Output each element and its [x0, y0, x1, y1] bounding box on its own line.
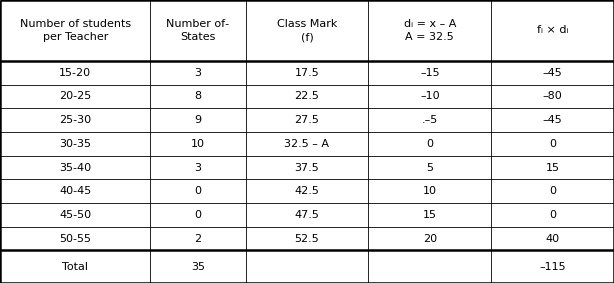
Text: 0: 0: [549, 210, 556, 220]
Text: 40: 40: [545, 233, 560, 244]
Text: –15: –15: [420, 68, 440, 78]
Text: 45-50: 45-50: [59, 210, 91, 220]
Text: 40-45: 40-45: [59, 186, 91, 196]
Text: 15: 15: [546, 162, 559, 173]
Text: 37.5: 37.5: [295, 162, 319, 173]
Text: 3: 3: [195, 162, 201, 173]
Text: 25-30: 25-30: [59, 115, 91, 125]
Text: 32.5 – A: 32.5 – A: [284, 139, 330, 149]
Text: 15-20: 15-20: [59, 68, 91, 78]
Text: 17.5: 17.5: [295, 68, 319, 78]
Text: 15: 15: [423, 210, 437, 220]
Text: –115: –115: [539, 262, 566, 272]
Text: 0: 0: [426, 139, 433, 149]
Text: dᵢ = x – A
A = 32.5: dᵢ = x – A A = 32.5: [403, 19, 456, 42]
Text: 42.5: 42.5: [295, 186, 319, 196]
Text: 0: 0: [549, 186, 556, 196]
Text: 50-55: 50-55: [59, 233, 91, 244]
Text: 8: 8: [195, 91, 201, 101]
Text: –45: –45: [543, 115, 562, 125]
Text: 5: 5: [426, 162, 433, 173]
Text: –80: –80: [543, 91, 562, 101]
Text: 30-35: 30-35: [59, 139, 91, 149]
Text: .–5: .–5: [422, 115, 438, 125]
Text: 10: 10: [423, 186, 437, 196]
Text: –45: –45: [543, 68, 562, 78]
Text: 0: 0: [195, 186, 201, 196]
Text: Number of‑
States: Number of‑ States: [166, 19, 230, 42]
Text: fᵢ × dᵢ: fᵢ × dᵢ: [537, 25, 569, 35]
Text: 35: 35: [191, 262, 205, 272]
Text: 35-40: 35-40: [59, 162, 91, 173]
Text: 52.5: 52.5: [295, 233, 319, 244]
Text: 47.5: 47.5: [295, 210, 319, 220]
Text: Class Mark
(f): Class Mark (f): [277, 19, 337, 42]
Text: 0: 0: [195, 210, 201, 220]
Text: Number of students
per Teacher: Number of students per Teacher: [20, 19, 131, 42]
Text: Total: Total: [62, 262, 88, 272]
Text: 2: 2: [195, 233, 201, 244]
Text: 20-25: 20-25: [59, 91, 91, 101]
Text: –10: –10: [420, 91, 440, 101]
Text: 0: 0: [549, 139, 556, 149]
Text: 3: 3: [195, 68, 201, 78]
Text: 9: 9: [195, 115, 201, 125]
Text: 22.5: 22.5: [295, 91, 319, 101]
Text: 20: 20: [422, 233, 437, 244]
Text: 27.5: 27.5: [295, 115, 319, 125]
Text: 10: 10: [191, 139, 205, 149]
